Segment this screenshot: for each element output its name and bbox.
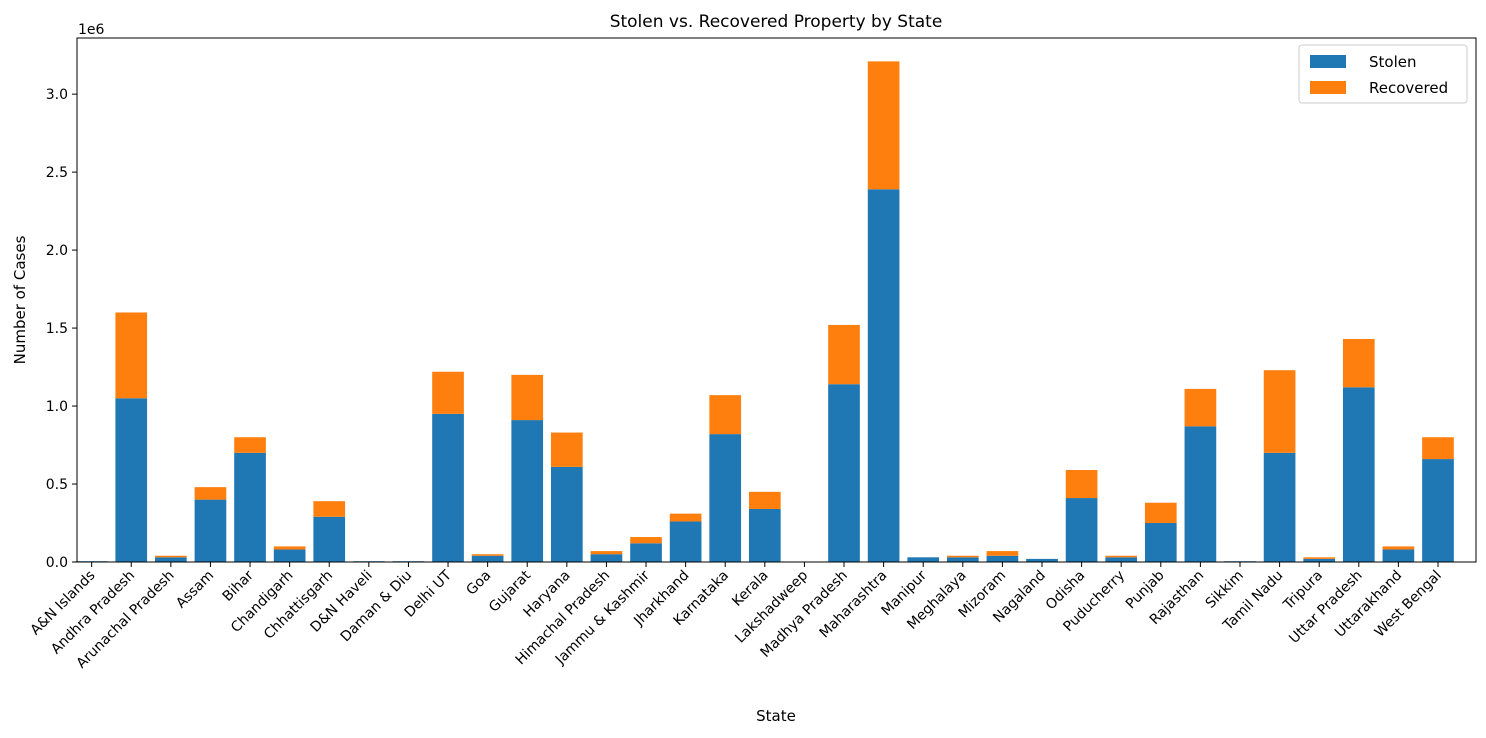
bar-recovered-26 <box>1105 555 1138 558</box>
bar-recovered-11 <box>511 374 544 421</box>
bar-recovered-28 <box>1184 388 1217 427</box>
bar-stolen-12 <box>550 466 583 562</box>
bar-recovered-15 <box>669 513 702 522</box>
y-tick-label-2: 1.0 <box>46 399 68 415</box>
legend-label-1: Recovered <box>1369 79 1448 97</box>
bar-stolen-15 <box>669 521 702 562</box>
bar-stolen-25 <box>1065 498 1098 562</box>
bar-recovered-19 <box>828 324 860 385</box>
legend-swatch-0 <box>1310 55 1346 68</box>
bar-recovered-9 <box>432 371 464 414</box>
bar-stolen-32 <box>1342 387 1375 562</box>
bar-recovered-12 <box>550 432 583 467</box>
bar-stolen-27 <box>1144 523 1177 562</box>
x-tick-label-6: Chhattisgarh <box>261 568 336 643</box>
bar-stolen-31 <box>1303 558 1336 562</box>
bar-stolen-10 <box>471 555 504 562</box>
bar-recovered-25 <box>1065 469 1098 499</box>
bar-stolen-21 <box>907 557 940 562</box>
legend: Stolen Recovered <box>1298 44 1468 104</box>
bar-recovered-2 <box>155 555 187 558</box>
bar-stolen-6 <box>313 516 346 562</box>
bar-recovered-6 <box>313 501 346 517</box>
x-tick-label-4: Bihar <box>220 567 257 604</box>
bar-stolen-11 <box>511 420 544 562</box>
legend-label-0: Stolen <box>1369 53 1416 71</box>
bar-recovered-23 <box>986 551 1019 556</box>
bar-recovered-32 <box>1342 338 1375 388</box>
y-tick-label-6: 3.0 <box>46 87 68 103</box>
bar-recovered-16 <box>709 395 742 435</box>
bar-recovered-17 <box>748 491 781 509</box>
y-tick-label-4: 2.0 <box>46 243 68 259</box>
bar-stolen-28 <box>1184 426 1217 562</box>
y-tick-label-0: 0.0 <box>46 555 68 571</box>
bar-stolen-34 <box>1422 459 1454 562</box>
bar-stolen-14 <box>630 543 662 562</box>
bar-stolen-9 <box>432 413 464 562</box>
bar-stolen-20 <box>867 189 900 562</box>
y-tick-label-1: 0.5 <box>46 477 68 493</box>
y-tick-label-5: 2.5 <box>46 165 68 181</box>
bar-recovered-14 <box>630 537 662 544</box>
y-tick-label-3: 1.5 <box>46 321 68 337</box>
bar-recovered-1 <box>115 312 148 399</box>
bar-recovered-30 <box>1263 370 1296 453</box>
bar-recovered-33 <box>1382 546 1415 550</box>
bar-stolen-23 <box>986 555 1019 562</box>
bar-recovered-13 <box>590 551 623 555</box>
bar-stolen-17 <box>748 508 781 562</box>
bar-stolen-4 <box>234 452 266 562</box>
bar-stolen-30 <box>1263 452 1296 562</box>
bar-stolen-19 <box>828 384 860 562</box>
bar-stolen-22 <box>946 557 979 562</box>
bar-recovered-27 <box>1144 502 1177 524</box>
bar-recovered-3 <box>194 487 227 500</box>
y-offset-label: 1e6 <box>78 22 105 38</box>
bar-recovered-10 <box>471 554 504 556</box>
bar-stolen-5 <box>273 549 306 562</box>
bar-stolen-26 <box>1105 557 1138 562</box>
bar-recovered-31 <box>1303 557 1336 559</box>
bar-recovered-5 <box>273 546 306 550</box>
x-tick-label-10: Goa <box>463 568 494 599</box>
x-tick-label-3: Assam <box>173 568 217 612</box>
bar-stolen-33 <box>1382 549 1415 562</box>
bar-stolen-3 <box>194 499 227 562</box>
bar-stolen-24 <box>1026 558 1058 562</box>
bar-recovered-20 <box>867 61 900 190</box>
bar-stolen-2 <box>155 557 187 562</box>
bar-stolen-13 <box>590 554 623 562</box>
bar-recovered-34 <box>1422 437 1454 460</box>
bar-stolen-16 <box>709 434 742 562</box>
bar-stolen-1 <box>115 398 148 562</box>
plot-frame <box>76 37 1477 563</box>
legend-swatch-1 <box>1310 81 1346 94</box>
bar-recovered-4 <box>234 437 266 453</box>
y-axis-title: Number of Cases <box>11 235 29 364</box>
bar-recovered-22 <box>946 555 979 558</box>
x-axis-title: State <box>756 707 796 725</box>
chart-title: Stolen vs. Recovered Property by State <box>610 12 943 32</box>
